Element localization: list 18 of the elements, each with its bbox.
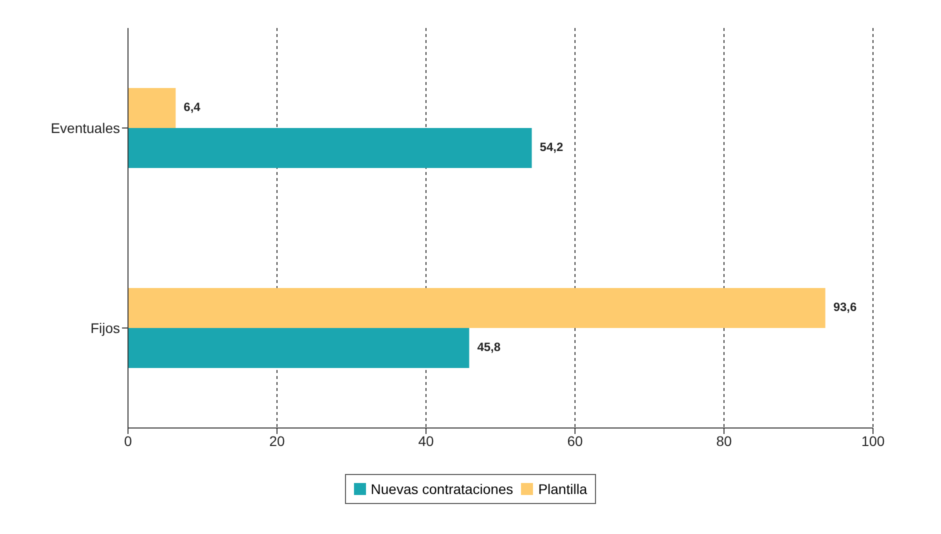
x-tick-label: 100 — [861, 432, 885, 449]
data-label: 93,6 — [833, 300, 857, 314]
x-tick-label: 60 — [567, 432, 583, 449]
y-tick-label: Eventuales — [50, 120, 120, 136]
legend-label: Plantilla — [537, 481, 588, 497]
data-label: 45,8 — [477, 340, 501, 354]
data-label: 54,2 — [540, 140, 564, 154]
bar — [128, 88, 176, 128]
x-tick-label: 20 — [269, 432, 285, 449]
x-tick-label: 0 — [124, 432, 132, 449]
bar — [128, 328, 470, 368]
y-tick-label: Fijos — [90, 320, 120, 336]
bar — [128, 128, 532, 168]
x-tick-label: 40 — [418, 432, 434, 449]
legend-label: Nuevas contrataciones — [370, 481, 514, 497]
data-label: 6,4 — [184, 100, 201, 114]
bar — [128, 288, 826, 328]
x-tick-label: 80 — [716, 432, 732, 449]
